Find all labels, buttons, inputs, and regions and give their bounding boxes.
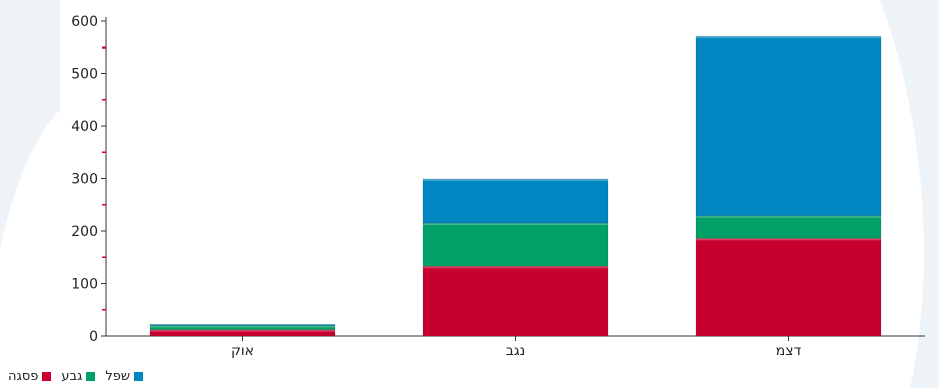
legend-item-0[interactable]: פסגה	[8, 369, 52, 384]
y-tick-label-1: 100	[71, 277, 98, 293]
bar-2-1	[695, 215, 882, 239]
bar-highlight-1-2	[423, 179, 608, 182]
legend-label-1: גבע	[61, 369, 83, 384]
y-tick-label-0: 0	[89, 329, 98, 345]
x-tick-label-0: אוק	[231, 343, 254, 359]
bar-highlight-2-1	[696, 215, 881, 218]
bar-2-2	[695, 35, 882, 217]
y-tick-label-4: 400	[71, 119, 98, 135]
x-tick-label-1: נגב	[506, 343, 525, 359]
legend-swatch-0	[42, 372, 52, 381]
y-tick-label-6: 600	[71, 14, 98, 30]
legend-item-2[interactable]: שפל	[105, 369, 144, 384]
bar-1-1	[422, 222, 609, 267]
y-tick-label-5: 500	[71, 67, 98, 83]
bar-highlight-0-0	[150, 329, 335, 332]
bar-2-0	[695, 237, 882, 337]
legend: פסגה גבע שפל	[8, 369, 144, 384]
bar-highlight-2-2	[696, 36, 881, 39]
bar-1-0	[422, 265, 609, 337]
legend-item-1[interactable]: גבע	[61, 369, 96, 384]
bar-highlight-1-1	[423, 223, 608, 226]
legend-swatch-1	[86, 372, 96, 381]
axis-labels: 0 100 200 300 400 500 600 אוק נגב דצמ	[71, 14, 801, 359]
legend-swatch-2	[134, 372, 144, 381]
x-tick-label-2: דצמ	[776, 343, 802, 359]
bar-0-2	[149, 323, 336, 327]
legend-label-0: פסגה	[8, 369, 39, 384]
bar-highlight-1-0	[423, 266, 608, 269]
y-tick-label-2: 200	[71, 224, 98, 240]
bar-highlight-0-1	[150, 325, 335, 328]
y-tick-label-3: 300	[71, 172, 98, 188]
bars	[149, 35, 882, 337]
bar-highlight-2-0	[696, 238, 881, 241]
legend-label-2: שפל	[105, 369, 131, 384]
bar-1-2	[422, 178, 609, 224]
